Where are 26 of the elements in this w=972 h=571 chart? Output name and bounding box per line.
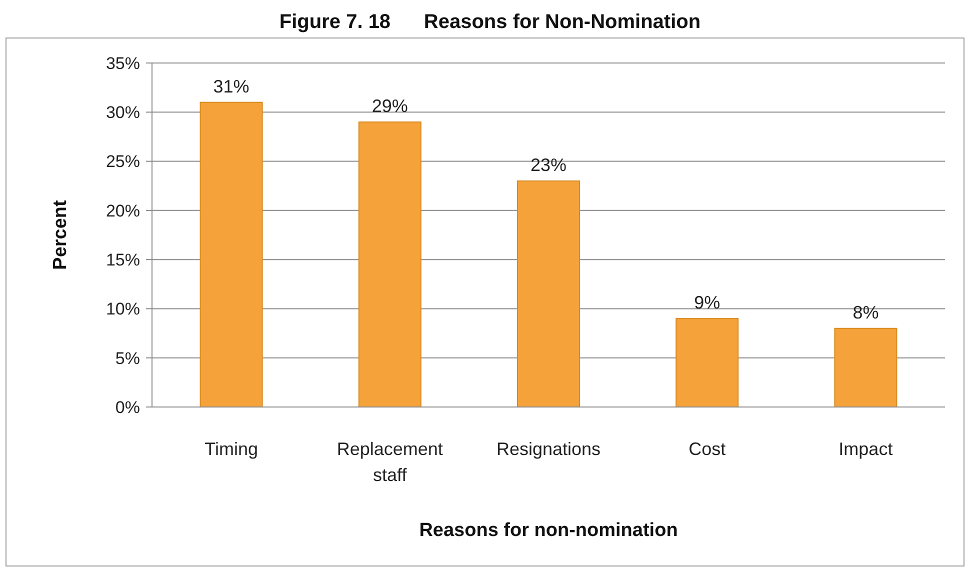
y-tick-label: 30% bbox=[106, 103, 140, 122]
x-tick-label: Resignations bbox=[496, 439, 601, 459]
y-tick-label: 35% bbox=[106, 54, 140, 73]
chart-title: Figure 7. 18 Reasons for Non-Nomination bbox=[279, 11, 701, 33]
y-tick-label: 15% bbox=[106, 250, 140, 270]
x-tick-label: Cost bbox=[688, 439, 726, 459]
y-axis-title: Percent bbox=[50, 199, 71, 270]
x-axis-title: Reasons for non-nomination bbox=[419, 520, 678, 541]
x-tick-label: Replacement staff bbox=[336, 439, 443, 485]
y-tick-label: 10% bbox=[106, 300, 140, 319]
y-tick-label: 0% bbox=[115, 398, 140, 417]
data-label: 31% bbox=[213, 76, 250, 96]
data-label: 23% bbox=[530, 154, 567, 175]
data-label: 29% bbox=[372, 96, 408, 116]
y-tick-label: 5% bbox=[115, 348, 140, 368]
y-tick-label: 25% bbox=[106, 152, 140, 172]
y-tick-label: 20% bbox=[106, 201, 140, 220]
x-tick-label: Impact bbox=[838, 439, 893, 459]
bar bbox=[358, 121, 422, 408]
bar bbox=[517, 180, 580, 408]
x-tick-label: Timing bbox=[204, 439, 258, 459]
data-label: 9% bbox=[694, 292, 720, 313]
bar bbox=[200, 102, 263, 408]
bar bbox=[834, 328, 898, 408]
data-label: 8% bbox=[852, 302, 879, 322]
bar bbox=[676, 318, 739, 408]
